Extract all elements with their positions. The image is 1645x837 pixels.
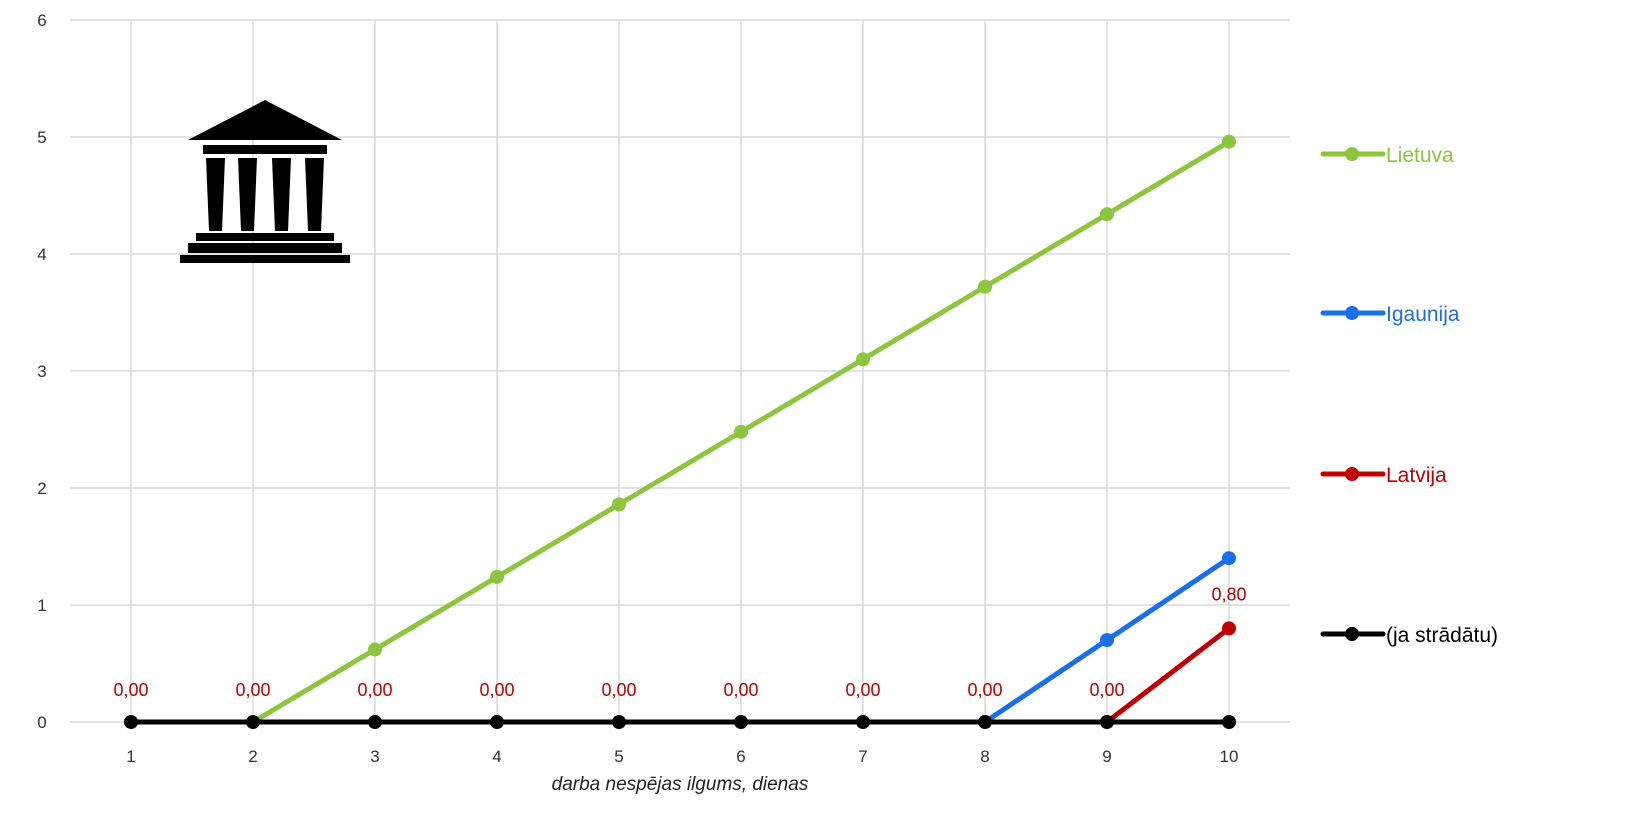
legend-item: Latvija <box>1320 464 1447 487</box>
data-label: 0,00 <box>357 680 392 700</box>
y-tick-label: 4 <box>37 245 46 264</box>
x-tick-label: 7 <box>858 747 867 766</box>
data-label: 0,00 <box>601 680 636 700</box>
x-tick-label: 4 <box>492 747 501 766</box>
data-point-ja-str-d-tu <box>124 715 138 729</box>
y-tick-label: 3 <box>37 362 46 381</box>
data-point-ja-str-d-tu <box>368 715 382 729</box>
data-label: 0,00 <box>479 680 514 700</box>
data-labels: 0,00 0,00 0,00 0,00 0,00 0,00 0,00 0,00 0,00 0,80 <box>113 584 1246 700</box>
data-point-latvija <box>1222 621 1236 636</box>
data-label: 0,00 <box>967 680 1002 700</box>
y-tick-label: 5 <box>37 128 46 147</box>
legend-swatch-marker <box>1345 467 1359 481</box>
data-point-igaunija <box>1222 551 1236 566</box>
data-point-lietuva <box>856 352 870 367</box>
y-tick-label: 2 <box>37 479 46 498</box>
x-tick-label: 6 <box>736 747 745 766</box>
legend-item: Lietuva <box>1320 144 1454 167</box>
series-lines <box>124 134 1236 729</box>
legend-item: Igaunija <box>1320 303 1460 326</box>
data-point-ja-str-d-tu <box>612 715 626 729</box>
data-point-ja-str-d-tu <box>490 715 504 729</box>
data-label: 0,00 <box>845 680 880 700</box>
data-label: 0,00 <box>235 680 270 700</box>
data-label: 0,00 <box>723 680 758 700</box>
y-axis-ticks: 0 1 2 3 4 5 6 <box>37 11 46 732</box>
data-point-lietuva <box>734 424 748 439</box>
data-point-igaunija <box>1100 633 1114 648</box>
data-point-lietuva <box>368 642 382 657</box>
data-point-lietuva <box>1222 134 1236 149</box>
data-point-lietuva <box>1100 207 1114 222</box>
data-point-lietuva <box>978 279 992 294</box>
y-tick-label: 0 <box>37 713 46 732</box>
data-point-lietuva <box>612 497 626 512</box>
data-point-ja-str-d-tu <box>1100 715 1114 729</box>
x-tick-label: 3 <box>370 747 379 766</box>
legend-item: (ja strādātu) <box>1320 624 1498 647</box>
data-label: 0,00 <box>1089 680 1124 700</box>
x-tick-label: 10 <box>1220 747 1239 766</box>
legend: Lietuva Igaunija Latvija (ja strādātu) <box>1320 144 1498 647</box>
data-point-ja-str-d-tu <box>978 715 992 729</box>
x-axis-label: darba nespējas ilgums, dienas <box>552 774 809 795</box>
series-line-latvija <box>1104 625 1232 725</box>
x-tick-label: 5 <box>614 747 623 766</box>
x-tick-label: 2 <box>248 747 257 766</box>
x-tick-label: 1 <box>126 747 135 766</box>
legend-swatch-marker <box>1345 147 1359 161</box>
data-label: 0,80 <box>1211 584 1246 604</box>
data-point-ja-str-d-tu <box>246 715 260 729</box>
y-tick-label: 1 <box>37 596 46 615</box>
legend-swatch-marker <box>1345 306 1359 320</box>
legend-label: Igaunija <box>1386 303 1460 326</box>
x-tick-label: 9 <box>1102 747 1111 766</box>
legend-label: Lietuva <box>1386 144 1454 167</box>
data-point-ja-str-d-tu <box>1222 715 1236 729</box>
data-point-lietuva <box>490 569 504 584</box>
data-point-ja-str-d-tu <box>734 715 748 729</box>
x-axis-ticks: 1 2 3 4 5 6 7 8 9 10 <box>126 747 1238 766</box>
legend-label: (ja strādātu) <box>1386 624 1498 647</box>
y-tick-label: 6 <box>37 11 46 30</box>
data-point-ja-str-d-tu <box>856 715 870 729</box>
legend-label: Latvija <box>1386 464 1447 487</box>
data-label: 0,00 <box>113 680 148 700</box>
legend-swatch-marker <box>1345 627 1359 641</box>
government-building-icon <box>180 100 350 263</box>
x-tick-label: 8 <box>980 747 989 766</box>
